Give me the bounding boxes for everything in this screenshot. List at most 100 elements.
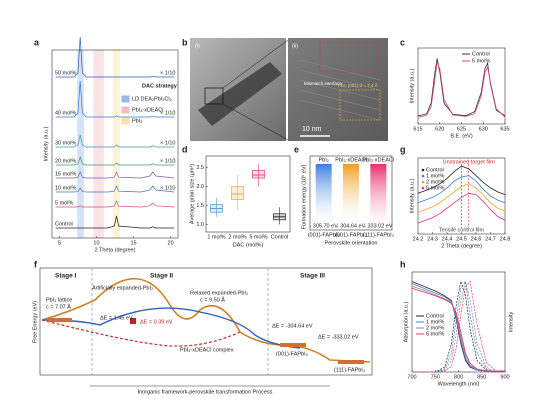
x-tick-label: 2 mol% bbox=[228, 234, 246, 240]
scale-note: × 1/10 bbox=[160, 110, 175, 116]
image-label: (i) bbox=[195, 43, 200, 49]
plot-frame bbox=[417, 47, 506, 125]
value-label: - 304.64 eV bbox=[337, 223, 366, 229]
box bbox=[231, 186, 244, 201]
annotation: PbI₂ (001) d = 7.4 Å bbox=[338, 82, 378, 88]
xrd-curve bbox=[55, 215, 175, 229]
legend-label: 2 mol% bbox=[426, 179, 444, 185]
x-tick-label: (001)-FAPbI₃ bbox=[335, 232, 367, 238]
annotation: (001)-FAPbI₃ bbox=[276, 351, 308, 357]
stage-label: Stage III bbox=[300, 273, 325, 280]
column-header: PbI₂ bbox=[318, 157, 328, 163]
bar bbox=[370, 164, 387, 229]
annotation: (111)-FAPbI₃ bbox=[334, 367, 365, 373]
x-tick-label: 850 bbox=[477, 374, 486, 380]
series-label: 5 mol% bbox=[55, 200, 73, 206]
axis-title: Intensity bbox=[508, 312, 514, 333]
legend-label: 5 mol% bbox=[426, 185, 444, 191]
legend-marker bbox=[421, 174, 425, 178]
axis-title: Perovskite orientation bbox=[325, 240, 378, 246]
legend-label: 1 mol% bbox=[426, 319, 444, 325]
x-tick-label: 24.8 bbox=[500, 236, 511, 242]
legend-label: LD DEA₂PbI₂Cl₂ bbox=[132, 96, 172, 102]
x-tick-label: 15 bbox=[130, 240, 136, 246]
value-label: - 305.70 eV bbox=[309, 223, 338, 229]
band bbox=[93, 50, 104, 238]
nanorod bbox=[198, 62, 282, 126]
series-label: 20 mol% bbox=[55, 158, 77, 164]
x-tick-label: 750 bbox=[431, 374, 440, 380]
legend-label: PbI₂ bbox=[132, 118, 142, 124]
xrd-curve bbox=[417, 183, 506, 213]
legend-label: 1 mol% bbox=[426, 173, 444, 179]
axis-title: B.E. (eV) bbox=[450, 133, 472, 139]
axis-title: Absorption (a.u.) bbox=[403, 302, 409, 343]
annotation: ΔE = 0.39 eV bbox=[140, 319, 173, 325]
axis-title: Intensity (a.u.) bbox=[43, 126, 49, 161]
axis-title: Inorganic framework-perovskite transform… bbox=[138, 389, 273, 395]
x-tick-label: 24.5 bbox=[456, 236, 467, 242]
annotation: ΔE = -333.02 eV bbox=[318, 334, 359, 340]
x-tick-label: 5 bbox=[58, 240, 61, 246]
panel-label: d bbox=[182, 144, 188, 154]
band bbox=[112, 50, 121, 238]
x-tick-label: 20 bbox=[168, 240, 174, 246]
image-label: (ii) bbox=[292, 43, 298, 49]
legend-swatch bbox=[121, 95, 130, 103]
legend-marker bbox=[421, 180, 425, 184]
stage-label: Stage I bbox=[55, 273, 77, 280]
x-tick-label: 1 mol% bbox=[207, 234, 225, 240]
panel-label: b bbox=[182, 37, 188, 47]
axis-title: Free Energy (eV) bbox=[32, 301, 38, 343]
axis-title: Intensity (a.u.) bbox=[409, 178, 415, 213]
energy-path bbox=[41, 307, 301, 349]
annotation: Relaxed expanded-PbI₂ bbox=[190, 290, 248, 296]
x-tick-label: 700 bbox=[407, 374, 416, 380]
x-tick-label: 24.4 bbox=[442, 236, 453, 242]
xrd-curve bbox=[55, 200, 175, 208]
legend-swatch bbox=[121, 117, 130, 125]
xrd-curve bbox=[417, 165, 506, 195]
scale-note: × 1/10 bbox=[160, 158, 175, 164]
axis-title: Formation energy (10⁵ eV) bbox=[300, 164, 307, 229]
x-tick-label: 24.3 bbox=[427, 236, 438, 242]
y-tick-label: 2.5 bbox=[196, 165, 204, 171]
panel-label: f bbox=[34, 259, 38, 269]
xrd-curve bbox=[55, 134, 175, 148]
axis-title: Average grain size (μm²) bbox=[189, 164, 195, 224]
annotation: ΔE = 1.45 eV bbox=[100, 315, 133, 321]
series-label: 10 mol% bbox=[55, 185, 77, 191]
xrd-curve bbox=[55, 36, 175, 78]
annotation: Mismatch interface bbox=[304, 81, 342, 86]
value-label: - 333.02 eV bbox=[364, 223, 393, 229]
y-tick-label: 1.0 bbox=[196, 222, 204, 228]
x-tick-label: 24.7 bbox=[485, 236, 496, 242]
bar bbox=[315, 164, 332, 224]
panel-label: h bbox=[400, 259, 406, 269]
series-label: 50 mol% bbox=[55, 70, 77, 76]
annotation: c = 7.07 Å bbox=[46, 303, 71, 310]
x-tick-label: 625 bbox=[457, 126, 466, 132]
annotation: Artificially expanded-PbI₂ bbox=[92, 285, 153, 291]
xrd-curve bbox=[417, 175, 506, 204]
panel-label: a bbox=[34, 37, 40, 47]
energy-path bbox=[41, 319, 241, 347]
legend-label: Control bbox=[472, 51, 490, 57]
x-tick-label: 630 bbox=[479, 126, 488, 132]
zoom-line bbox=[222, 39, 289, 89]
legend-label: 5 mol% bbox=[472, 58, 490, 64]
y-tick-label: 1.5 bbox=[196, 203, 204, 209]
column-header: PbI₂·xDEACl bbox=[335, 157, 366, 163]
region-box bbox=[319, 41, 379, 73]
plot-frame bbox=[205, 155, 291, 233]
series-label: 40 mol% bbox=[55, 110, 77, 116]
legend-marker bbox=[421, 168, 425, 172]
x-tick-label: 620 bbox=[435, 126, 444, 132]
plot-frame bbox=[39, 267, 373, 376]
y-tick-label: 2.0 bbox=[196, 184, 204, 190]
stage-label: Stage II bbox=[150, 273, 173, 280]
marker bbox=[130, 318, 136, 324]
x-tick-label: (001)-FAPbI₃ bbox=[308, 232, 340, 238]
legend-swatch bbox=[121, 106, 130, 114]
